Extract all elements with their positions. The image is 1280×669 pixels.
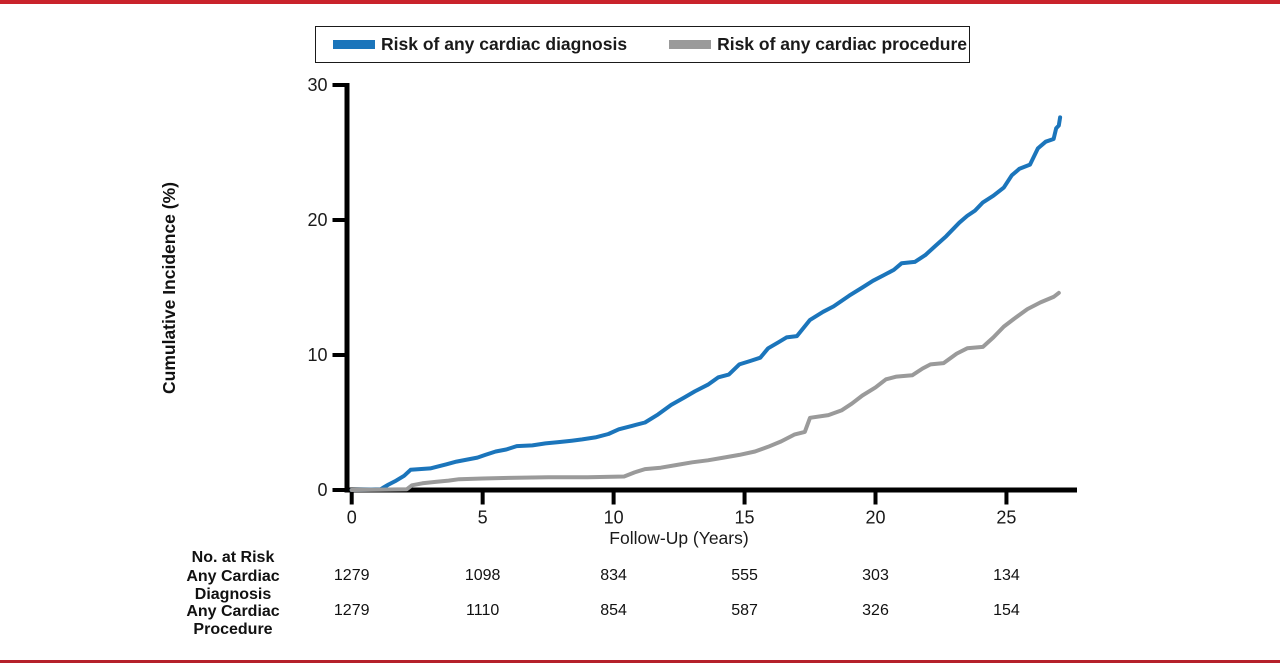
risk-count: 1279 — [333, 602, 370, 619]
risk-table-header: No. at Risk — [191, 549, 275, 566]
risk-row-label-diagnosis: Any Cardiac Diagnosis — [158, 568, 308, 603]
risk-count: 555 — [731, 567, 758, 584]
x-tick-label: 5 — [478, 508, 488, 528]
y-tick-label: 0 — [317, 480, 327, 500]
x-axis-title: Follow-Up (Years) — [609, 528, 749, 548]
x-tick-label: 20 — [865, 508, 885, 528]
risk-count: 1110 — [466, 602, 500, 619]
risk-row1-line2: Diagnosis — [194, 585, 272, 603]
risk-count: 587 — [731, 602, 758, 619]
x-tick-label: 15 — [735, 508, 755, 528]
y-tick-label: 30 — [307, 75, 327, 95]
risk-count: 1098 — [464, 567, 501, 584]
risk-count: 154 — [993, 602, 1020, 619]
risk-count: 303 — [862, 567, 889, 584]
risk-row2-line1: Any Cardiac — [186, 603, 280, 620]
x-tick-label: 0 — [347, 508, 357, 528]
legend-label-procedure: Risk of any cardiac procedure — [717, 34, 968, 54]
risk-count: 834 — [600, 567, 627, 584]
risk-count: 134 — [993, 567, 1020, 584]
risk-count: 854 — [600, 602, 627, 619]
chart-legend: Risk of any cardiac diagnosis Risk of an… — [315, 26, 970, 63]
series-line-diagnosis — [349, 115, 1063, 492]
risk-count: 1279 — [333, 567, 370, 584]
top-red-rule — [0, 0, 1280, 4]
risk-row-label-procedure: Any Cardiac Procedure — [158, 603, 308, 638]
y-tick-label: 10 — [307, 345, 327, 365]
risk-count: 326 — [862, 602, 889, 619]
series-line-procedure — [349, 290, 1061, 492]
x-tick-label: 25 — [996, 508, 1016, 528]
y-tick-label: 20 — [307, 210, 327, 230]
procedure-line-swatch — [669, 40, 712, 49]
diagnosis-line-swatch — [333, 40, 375, 49]
x-tick-label: 10 — [604, 508, 624, 528]
bottom-red-rule — [0, 660, 1280, 663]
legend-item-procedure: Risk of any cardiac procedure — [669, 34, 967, 55]
legend-label-diagnosis: Risk of any cardiac diagnosis — [381, 34, 628, 54]
risk-row1-line1: Any Cardiac — [186, 568, 280, 585]
risk-row2-line2: Procedure — [193, 620, 273, 638]
legend-item-diagnosis: Risk of any cardiac diagnosis — [333, 34, 627, 55]
